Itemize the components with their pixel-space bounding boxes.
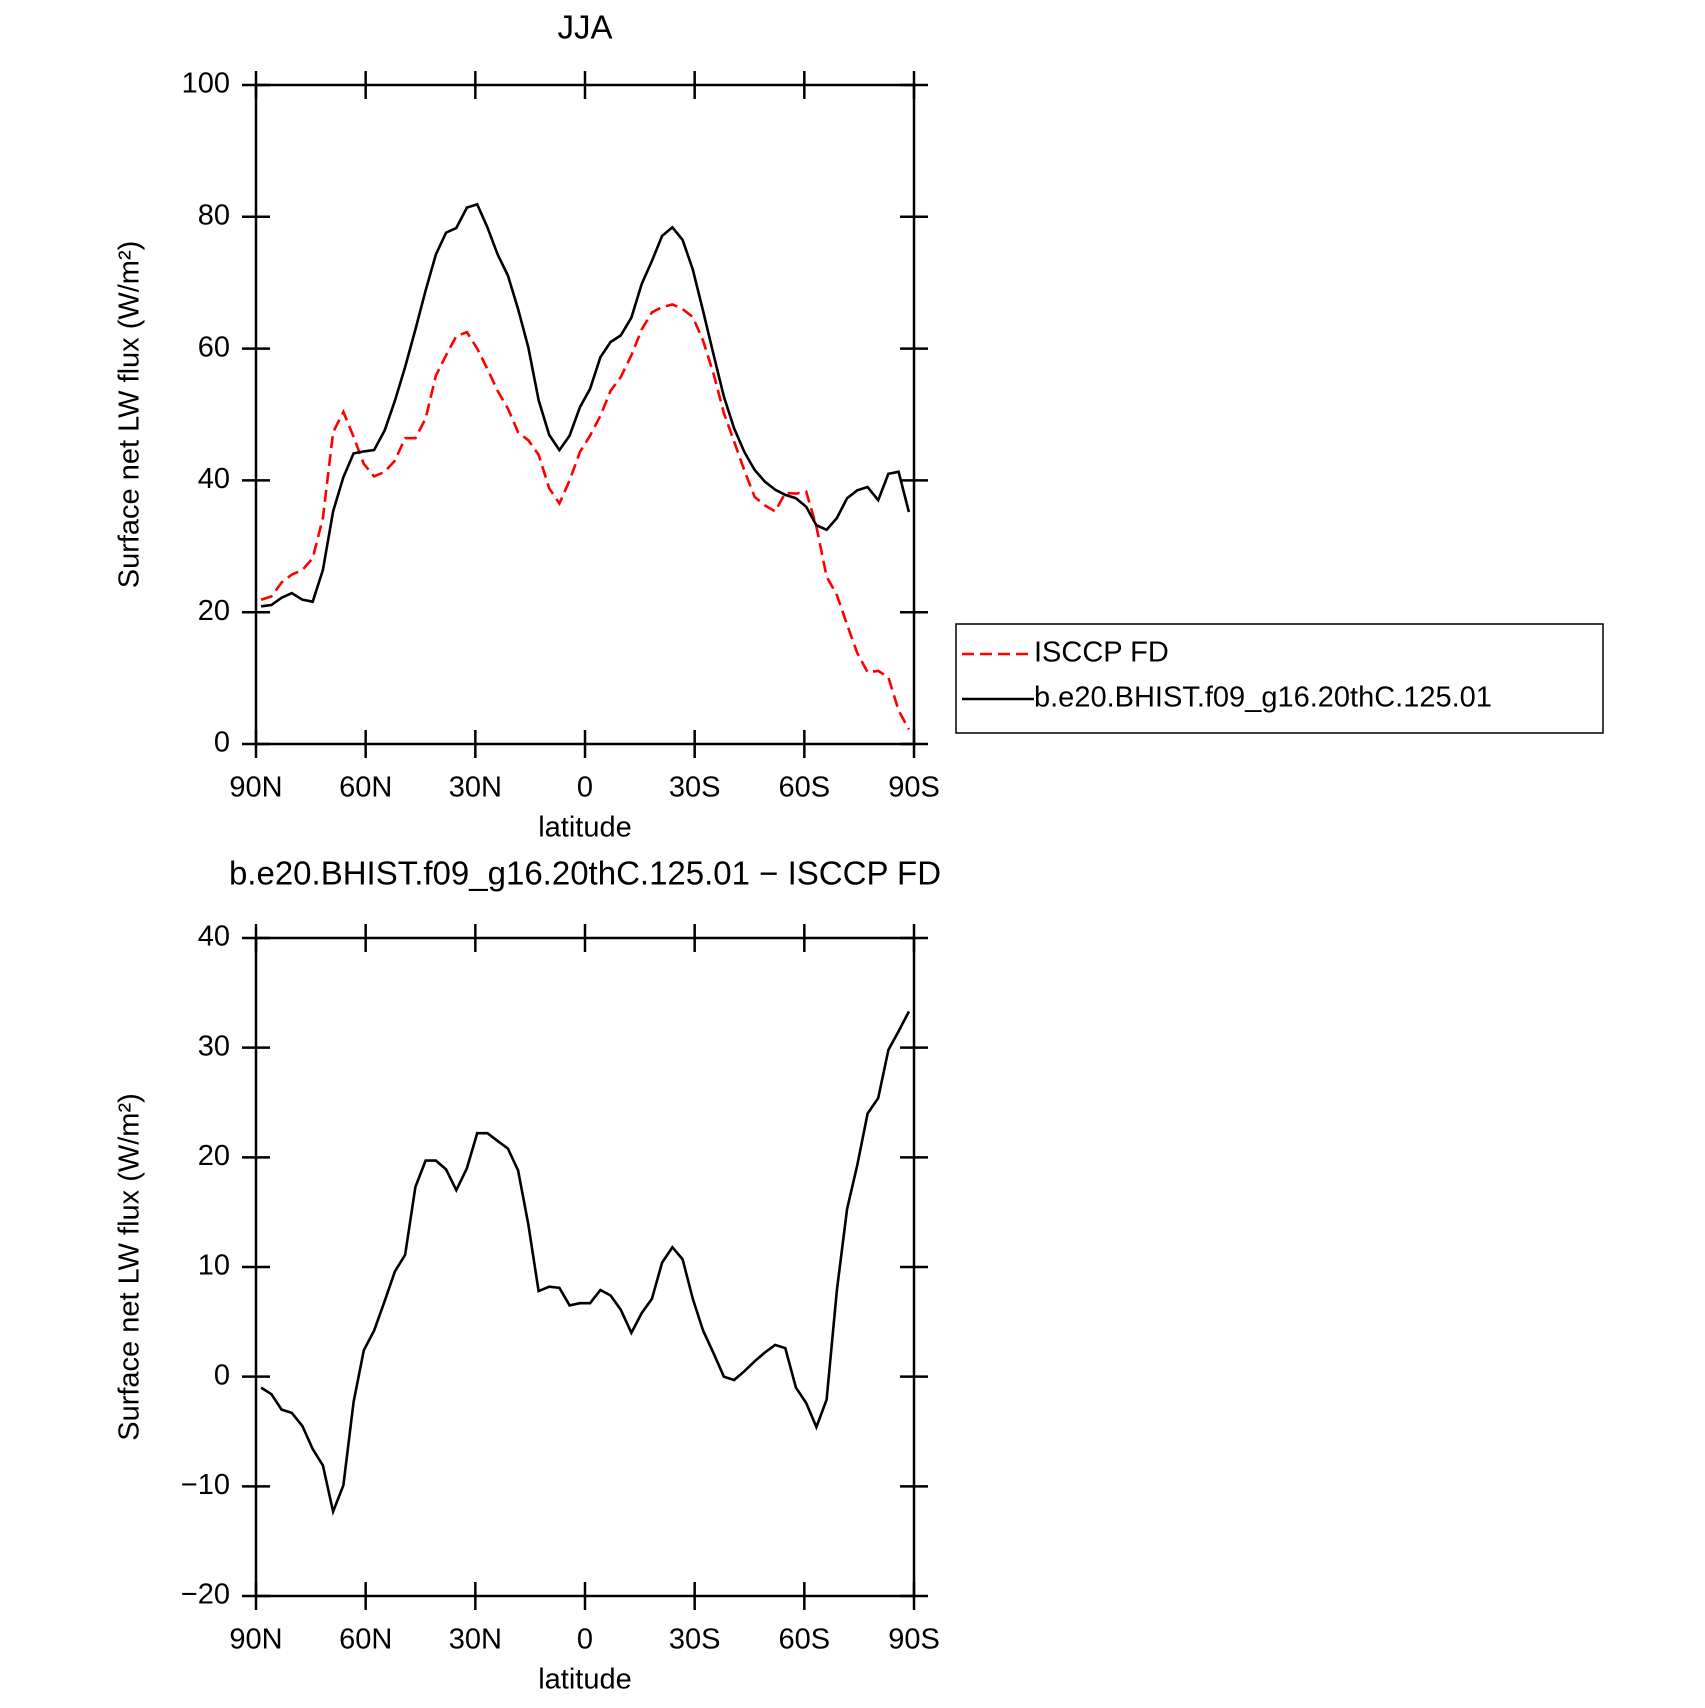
y-tick-label: 40 [198,463,230,495]
x-tick-label: 30S [669,772,721,804]
x-tick-label: 30N [449,772,502,804]
y-tick-label: 30 [198,1030,230,1062]
chart-title: JJA [557,9,612,46]
x-tick-label: 60S [779,772,831,804]
y-tick-label: 60 [198,331,230,363]
y-axis-label: Surface net LW flux (W/m²) [114,1093,146,1441]
y-tick-label: −10 [181,1469,230,1501]
y-tick-label: 40 [198,921,230,953]
x-tick-label: 30S [669,1624,721,1656]
plot-frame [254,83,916,746]
y-tick-label: 10 [198,1250,230,1282]
y-tick-label: 20 [198,1140,230,1172]
y-tick-label: −20 [181,1579,230,1611]
plot-frame [254,936,916,1598]
legend-label: ISCCP FD [1034,637,1169,669]
x-tick-label: 0 [577,1624,593,1656]
y-tick-label: 0 [214,727,230,759]
y-tick-label: 0 [214,1359,230,1391]
data-line [260,1010,911,1517]
x-tick-label: 60S [779,1624,831,1656]
data-line [260,202,911,608]
x-tick-label: 90N [229,1624,282,1656]
legend-box [955,623,1604,734]
x-axis-label: latitude [538,1664,632,1696]
x-tick-label: 60N [339,1624,392,1656]
y-tick-label: 20 [198,595,230,627]
x-tick-label: 90S [888,772,940,804]
x-tick-label: 60N [339,772,392,804]
x-tick-label: 0 [577,772,593,804]
y-tick-label: 80 [198,199,230,231]
y-axis-label: Surface net LW flux (W/m²) [114,241,146,589]
x-axis-label: latitude [538,812,632,844]
chart-title: b.e20.BHIST.f09_g16.20thC.125.01 − ISCCP… [229,855,941,892]
x-tick-label: 90N [229,772,282,804]
x-tick-label: 90S [888,1624,940,1656]
x-tick-label: 30N [449,1624,502,1656]
legend-label: b.e20.BHIST.f09_g16.20thC.125.01 [1034,682,1492,714]
y-tick-label: 100 [182,68,230,100]
